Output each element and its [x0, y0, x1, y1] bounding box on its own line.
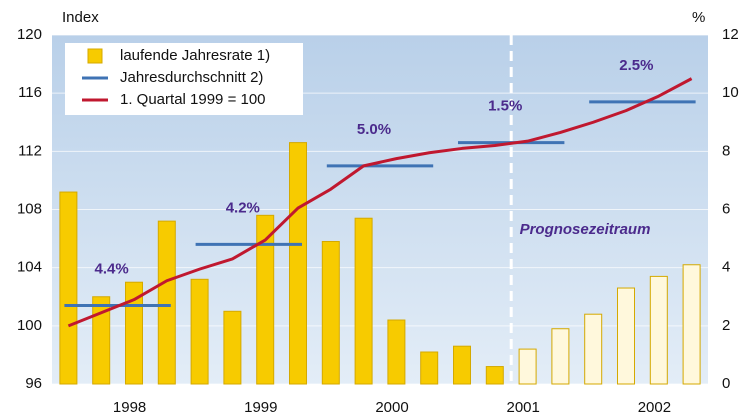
forecast-label: Prognosezeitraum — [520, 221, 651, 238]
y2-tick-label: 10 — [722, 84, 739, 101]
y2-tick-label: 4 — [722, 259, 730, 276]
y-tick-label: 104 — [17, 259, 42, 276]
y-tick-label: 112 — [18, 142, 42, 159]
bar — [59, 191, 78, 385]
y-tick-label: 96 — [25, 375, 42, 392]
bar — [485, 366, 504, 385]
bar — [518, 348, 537, 385]
annotation: 4.4% — [94, 260, 128, 277]
y2-tick-label: 6 — [722, 200, 730, 217]
index-line — [67, 77, 693, 328]
bar — [682, 264, 701, 385]
x-tick-label: 1999 — [244, 399, 277, 416]
y2-tick-label: 0 — [722, 375, 730, 392]
bar — [321, 240, 340, 385]
y2-tick-label: 2 — [722, 317, 730, 334]
bar — [223, 310, 242, 385]
y-tick-label: 116 — [18, 84, 42, 101]
x-tick-label: 1998 — [113, 399, 146, 416]
bar — [125, 281, 143, 385]
bar — [157, 220, 176, 385]
x-tick-label: 2000 — [375, 399, 408, 416]
bar — [551, 328, 570, 385]
bar — [190, 278, 209, 385]
bar — [354, 217, 373, 385]
y-axis-label: Index — [62, 9, 99, 26]
annotation: 1.5% — [488, 98, 522, 115]
legend-swatch — [87, 48, 103, 64]
bar — [584, 313, 603, 385]
bar — [256, 214, 275, 385]
bar — [92, 296, 111, 385]
y-tick-label: 100 — [17, 317, 42, 334]
bar — [420, 351, 439, 385]
legend-label: Jahresdurchschnitt 2) — [120, 69, 263, 86]
bar — [649, 275, 668, 385]
annotation: 4.2% — [226, 199, 260, 216]
y-tick-label: 120 — [17, 26, 42, 43]
bar — [617, 287, 635, 385]
bar — [289, 142, 307, 385]
legend-label: laufende Jahresrate 1) — [120, 47, 270, 64]
annotation: 2.5% — [619, 57, 653, 74]
bar — [453, 345, 471, 385]
x-tick-label: 2001 — [507, 399, 540, 416]
y2-axis-label: % — [692, 9, 705, 26]
y2-tick-label: 8 — [722, 142, 730, 159]
y-tick-label: 108 — [17, 200, 42, 217]
annotation: 5.0% — [357, 121, 391, 138]
x-tick-label: 2002 — [638, 399, 671, 416]
legend-label: 1. Quartal 1999 = 100 — [120, 91, 266, 108]
y2-tick-label: 12 — [722, 26, 739, 43]
bar — [387, 319, 406, 385]
